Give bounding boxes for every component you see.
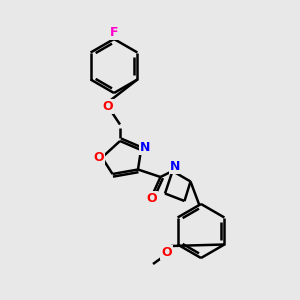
Text: O: O [161,245,172,259]
Text: O: O [146,192,157,206]
Text: F: F [110,26,118,39]
Text: N: N [140,141,151,154]
Text: O: O [94,151,104,164]
Text: N: N [170,160,180,173]
Text: O: O [103,100,113,113]
